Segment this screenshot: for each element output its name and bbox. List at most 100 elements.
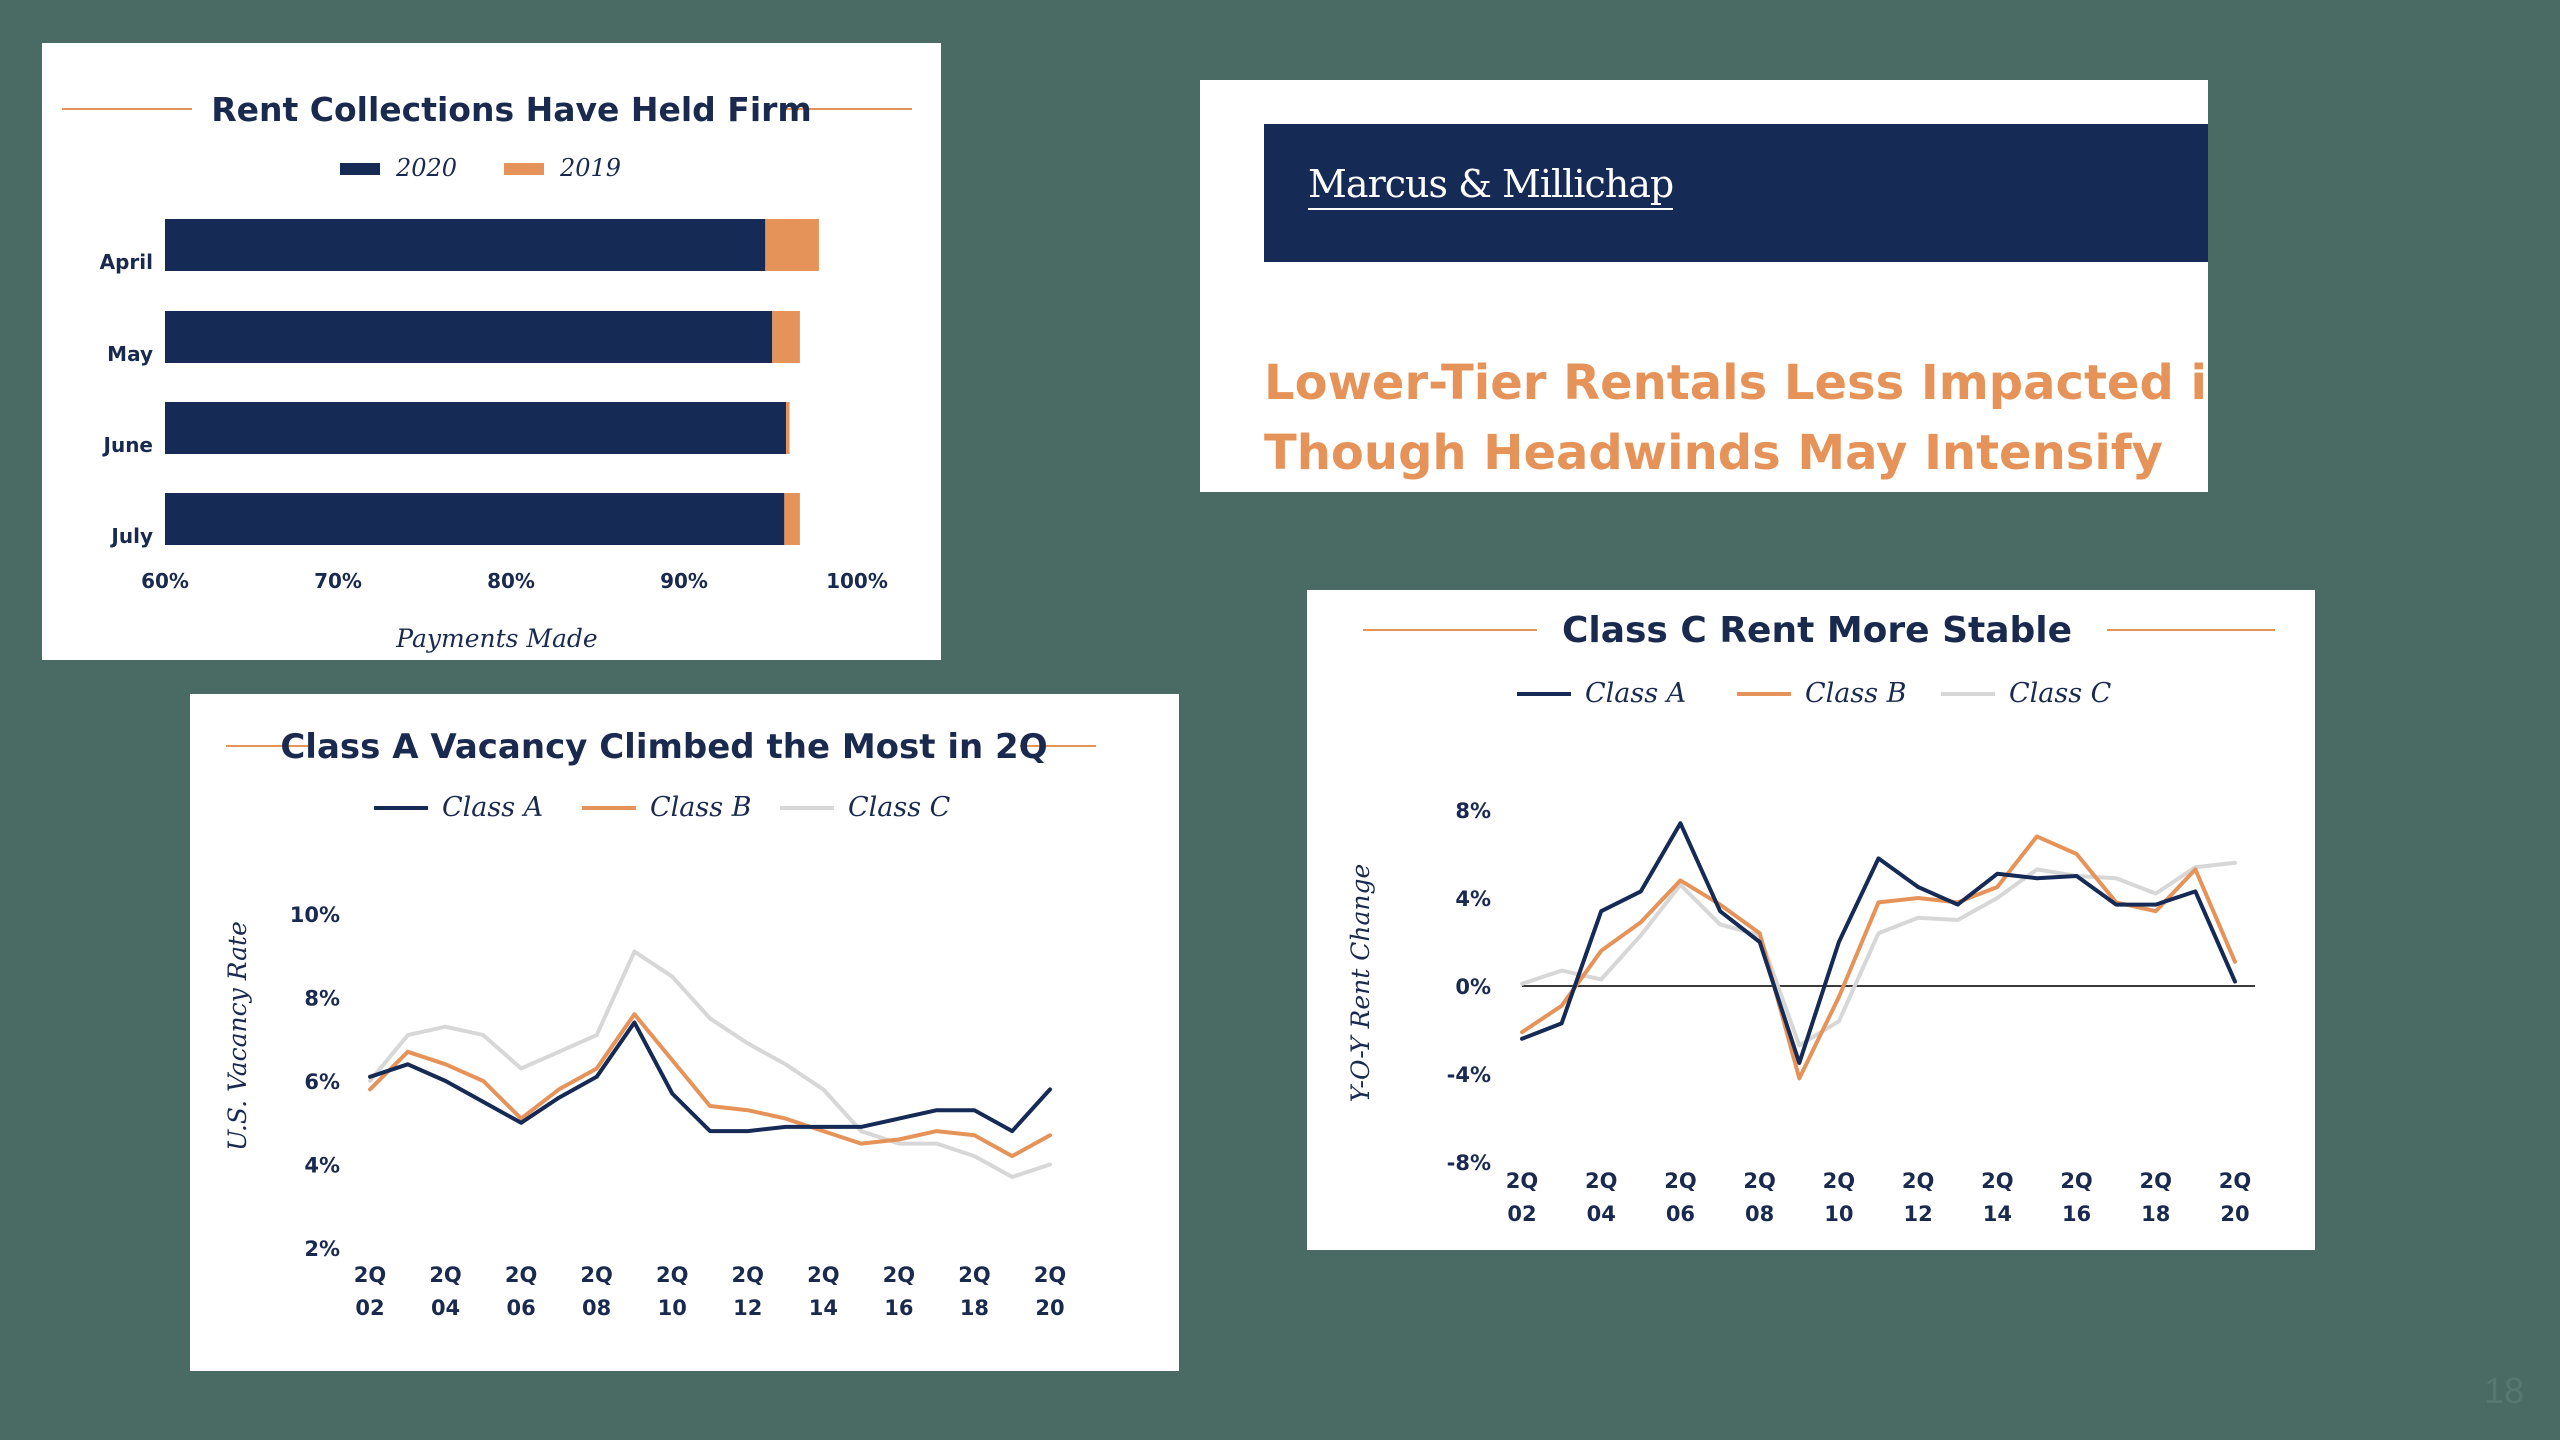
x-tick-label-top: 2Q (580, 1263, 612, 1287)
chart-title: Class A Vacancy Climbed the Most in 2Q (280, 727, 1047, 767)
x-tick-label-top: 2Q (1034, 1263, 1066, 1287)
y-tick-label: 6% (304, 1070, 340, 1094)
legend-label-2020: 2020 (395, 154, 457, 182)
series-line-class-c (368, 949, 1052, 1179)
legend-label-class-b: Class B (650, 792, 752, 823)
bar-june-2020 (165, 402, 787, 454)
x-tick-label-bottom: 14 (1983, 1202, 2012, 1226)
y-tick-label: 4% (304, 1154, 340, 1178)
y-tick-label: 0% (1455, 975, 1491, 999)
legend-label-2019: 2019 (559, 154, 621, 182)
rent-change-panel: Class C Rent More Stable Class A Class B Cl… (1307, 590, 2315, 1250)
y-tick-label: -4% (1447, 1063, 1491, 1087)
x-tick-label-top: 2Q (429, 1263, 461, 1287)
chart-title: Rent Collections Have Held Firm (211, 90, 812, 129)
rent-collections-panel: Rent Collections Have Held Firm 2020 2019 A… (42, 43, 941, 660)
x-tick-label-bottom: 16 (884, 1296, 913, 1320)
x-tick-label-bottom: 04 (431, 1296, 460, 1320)
bar-april-2020 (165, 219, 766, 271)
series-line-class-a (368, 1020, 1052, 1134)
category-label-april: April (100, 250, 153, 274)
x-tick-label-top: 2Q (732, 1263, 764, 1287)
x-tick-label-bottom: 02 (1507, 1202, 1536, 1226)
rent-collections-chart: Rent Collections Have Held Firm 2020 2019 A… (62, 90, 912, 653)
x-tick-label-bottom: 10 (1824, 1202, 1853, 1226)
x-tick-label-bottom: 12 (733, 1296, 762, 1320)
category-label-may: May (107, 342, 153, 366)
bar-july-2019 (784, 493, 800, 545)
category-label-july: July (109, 524, 153, 548)
brand-panel: Marcus & Millichap Lower-Tier Rentals Le… (1200, 80, 2208, 492)
x-tick-label-top: 2Q (354, 1263, 386, 1287)
x-tick-label-top: 2Q (1664, 1169, 1696, 1193)
x-tick-label-top: 2Q (505, 1263, 537, 1287)
y-tick-label: -8% (1447, 1151, 1491, 1175)
x-tick-label: 90% (660, 569, 708, 593)
x-tick-label-bottom: 20 (1035, 1296, 1064, 1320)
x-tick-label-bottom: 12 (1903, 1202, 1932, 1226)
bar-april-2019 (765, 219, 819, 271)
series-line-class-c (1520, 860, 2237, 1048)
bar-june-2019 (786, 402, 790, 454)
chart-title: Class C Rent More Stable (1562, 610, 2072, 651)
bar-may-2019 (772, 311, 800, 363)
y-axis-label: Y-O-Y Rent Change (1346, 864, 1375, 1103)
x-tick-label-top: 2Q (1823, 1169, 1855, 1193)
y-tick-label: 8% (1455, 799, 1491, 823)
x-tick-label-bottom: 04 (1587, 1202, 1616, 1226)
headline-line-2: Though Headwinds May Intensify (1264, 425, 2163, 481)
y-tick-label: 4% (1455, 887, 1491, 911)
x-tick-label-top: 2Q (1981, 1169, 2013, 1193)
x-tick-label-bottom: 10 (658, 1296, 687, 1320)
series-line-class-a (1520, 821, 2237, 1065)
x-tick-label-top: 2Q (1585, 1169, 1617, 1193)
x-tick-label-top: 2Q (958, 1263, 990, 1287)
y-tick-label: 8% (304, 987, 340, 1011)
x-tick-label-top: 2Q (1902, 1169, 1934, 1193)
legend-swatch-2019 (504, 163, 544, 175)
x-tick-label-bottom: 16 (2062, 1202, 2091, 1226)
headline-line-1: Lower-Tier Rentals Less Impacted in 2Q, (1264, 355, 2208, 411)
category-label-june: June (102, 433, 153, 457)
x-tick-label: 70% (314, 569, 362, 593)
y-tick-label: 10% (290, 903, 340, 927)
x-tick-label-top: 2Q (656, 1263, 688, 1287)
x-tick-label-bottom: 18 (2141, 1202, 2170, 1226)
bar-may-2020 (165, 311, 773, 363)
y-tick-label: 2% (304, 1237, 340, 1261)
x-tick-label-top: 2Q (883, 1263, 915, 1287)
class-vacancy-panel: Class A Vacancy Climbed the Most in 2Q Cl… (190, 694, 1179, 1371)
legend-label-class-b: Class B (1805, 678, 1907, 709)
logo-banner: Marcus & Millichap (1264, 124, 2208, 262)
legend-swatch-2020 (340, 163, 380, 175)
x-tick-label-top: 2Q (2140, 1169, 2172, 1193)
company-logo: Marcus & Millichap (1308, 162, 1674, 210)
x-tick-label-bottom: 06 (506, 1296, 535, 1320)
x-tick-label-bottom: 02 (355, 1296, 384, 1320)
x-tick-label-top: 2Q (1506, 1169, 1538, 1193)
x-tick-label-bottom: 08 (1745, 1202, 1774, 1226)
x-tick-label: 60% (141, 569, 189, 593)
legend-label-class-c: Class C (2009, 678, 2112, 709)
rent-change-chart: Class C Rent More Stable Class A Class B Cl… (1346, 610, 2275, 1226)
x-tick-label-bottom: 18 (960, 1296, 989, 1320)
x-tick-label-top: 2Q (807, 1263, 839, 1287)
legend-label-class-a: Class A (442, 792, 543, 823)
page-number: 18 (2483, 1370, 2524, 1411)
x-tick-label-bottom: 14 (809, 1296, 838, 1320)
bar-july-2020 (165, 493, 785, 545)
x-tick-label: 100% (826, 569, 888, 593)
series-line-class-b (1520, 834, 2237, 1081)
headline: Lower-Tier Rentals Less Impacted in 2Q, … (1264, 348, 2208, 488)
class-vacancy-chart: Class A Vacancy Climbed the Most in 2Q Cl… (223, 727, 1096, 1320)
x-tick-label-bottom: 08 (582, 1296, 611, 1320)
x-tick-label-bottom: 06 (1666, 1202, 1695, 1226)
x-tick-label-bottom: 20 (2220, 1202, 2249, 1226)
x-tick-label-top: 2Q (1743, 1169, 1775, 1193)
legend-label-class-a: Class A (1585, 678, 1686, 709)
x-tick-label-top: 2Q (2219, 1169, 2251, 1193)
x-tick-label-top: 2Q (2060, 1169, 2092, 1193)
x-axis-label: Payments Made (395, 624, 597, 653)
series-line-class-b (368, 1012, 1052, 1159)
x-tick-label: 80% (487, 569, 535, 593)
